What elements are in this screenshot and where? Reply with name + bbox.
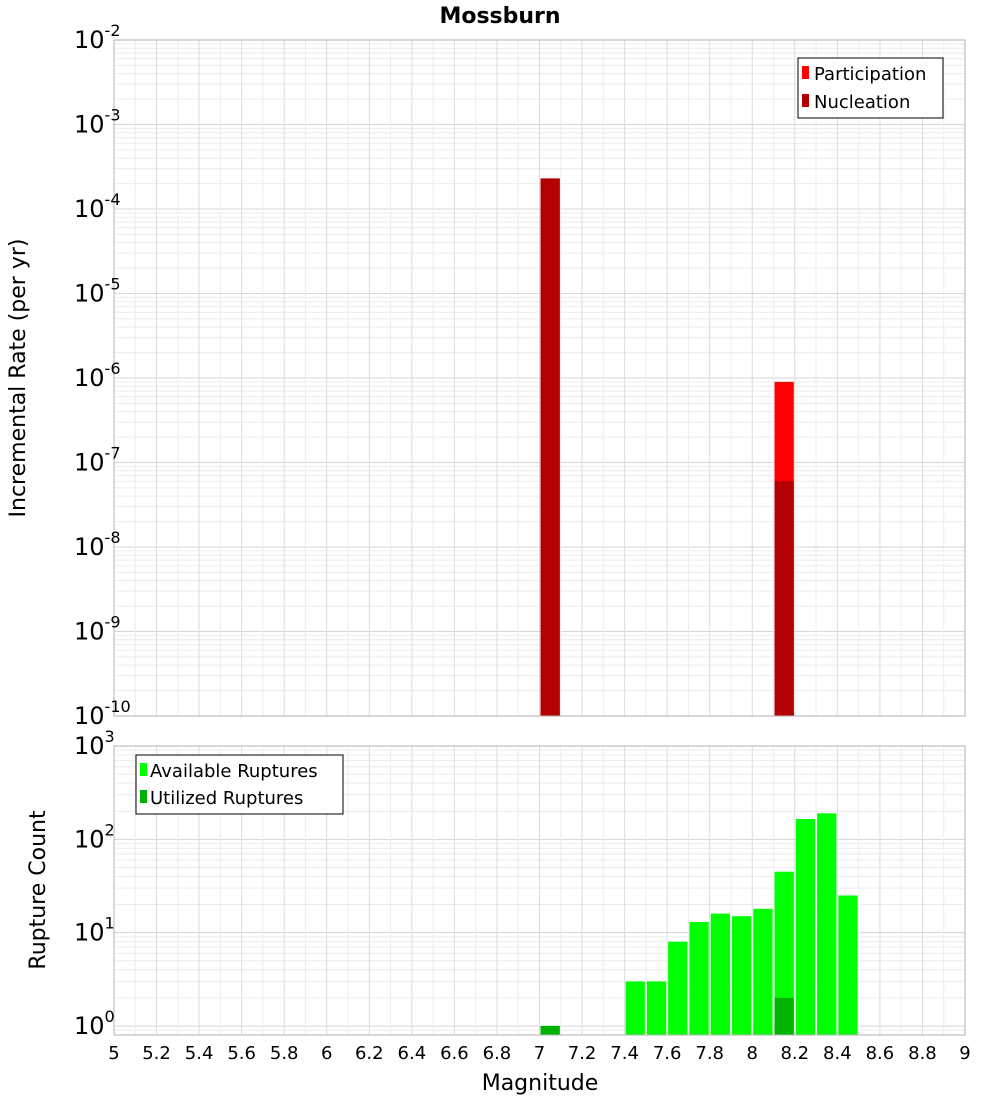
x-tick-label: 8 — [747, 1043, 758, 1064]
legend-swatch-participation — [802, 66, 809, 79]
bottom-bars — [540, 813, 858, 1035]
y-tick-label: 10-5 — [74, 275, 121, 308]
bottom-legend: Available Ruptures Utilized Ruptures — [135, 754, 344, 815]
top-legend: Participation Nucleation — [797, 57, 944, 119]
legend-label-utilized-ruptures: Utilized Ruptures — [150, 788, 303, 809]
bar-available-ruptures — [646, 981, 667, 1035]
x-tick-label: 6.4 — [398, 1043, 427, 1064]
bar-available-ruptures — [838, 895, 858, 1035]
y-tick-label: 100 — [74, 1007, 115, 1040]
y-tick-label: 10-9 — [74, 613, 121, 646]
top-gridlines — [113, 39, 966, 717]
bar-available-ruptures — [817, 813, 837, 1035]
x-tick-label: 5.2 — [142, 1043, 171, 1064]
y-tick-label: 10-10 — [74, 697, 131, 730]
bottom-panel: 100 101 102 103 5 5.2 5.4 5.6 5.8 6 6.2 6.4 6.6 6.8 7… — [26, 727, 971, 1096]
y-tick-label: 10-8 — [74, 528, 121, 561]
bar-available-ruptures — [795, 819, 816, 1035]
x-axis-title: Magnitude — [482, 1071, 599, 1096]
legend-label-nucleation: Nucleation — [814, 92, 910, 113]
bar-available-ruptures — [625, 981, 645, 1035]
x-tick-label: 8.2 — [780, 1043, 809, 1064]
bottom-plot-border — [113, 745, 966, 1036]
bar-available-ruptures — [731, 916, 752, 1035]
top-panel: 10-10 10-9 10-8 10-7 10-6 10-5 10-4 10-3 10-2 In… — [6, 21, 966, 730]
bar-nucleation — [540, 178, 560, 717]
x-tick-label: 5.4 — [185, 1043, 214, 1064]
y-tick-label: 10-7 — [74, 444, 121, 477]
x-tick-label: 7.2 — [568, 1043, 597, 1064]
x-tick-label: 5.8 — [270, 1043, 299, 1064]
bar-utilized-ruptures — [774, 997, 794, 1035]
legend-swatch-nucleation — [802, 94, 809, 107]
y-tick-label: 10-6 — [74, 359, 121, 392]
x-tick-label: 9 — [959, 1043, 970, 1064]
legend-swatch-available-ruptures — [140, 763, 147, 776]
bar-available-ruptures — [753, 908, 773, 1035]
y-tick-label: 10-3 — [74, 106, 121, 139]
x-tick-label: 5 — [108, 1043, 119, 1064]
x-tick-labels: 5 5.2 5.4 5.6 5.8 6 6.2 6.4 6.6 6.8 7 7.2 7.4 7.6 7.8 8… — [108, 1043, 970, 1064]
x-tick-label: 7.4 — [610, 1043, 639, 1064]
legend-swatch-utilized-ruptures — [140, 790, 147, 803]
top-plot-border — [113, 39, 966, 717]
x-tick-label: 6.8 — [483, 1043, 512, 1064]
legend-label-available-ruptures: Available Ruptures — [150, 761, 318, 782]
x-tick-label: 6 — [321, 1043, 332, 1064]
bar-utilized-ruptures — [540, 1025, 560, 1035]
x-tick-label: 7.6 — [653, 1043, 682, 1064]
bar-available-ruptures — [710, 913, 730, 1035]
bar-available-ruptures — [774, 871, 794, 1035]
y-tick-label: 102 — [74, 820, 115, 853]
x-tick-label: 8.8 — [908, 1043, 937, 1064]
y-tick-label: 101 — [74, 914, 115, 947]
y-tick-label: 10-2 — [74, 21, 121, 54]
bottom-y-tick-labels: 100 101 102 103 — [74, 727, 115, 1040]
bottom-y-axis-title: Rupture Count — [26, 810, 51, 970]
y-tick-label: 10-4 — [74, 190, 121, 223]
bar-nucleation — [774, 481, 794, 716]
x-tick-label: 8.4 — [823, 1043, 852, 1064]
x-tick-label: 7 — [534, 1043, 545, 1064]
x-tick-label: 6.2 — [355, 1043, 384, 1064]
top-y-axis-title: Incremental Rate (per yr) — [6, 239, 31, 518]
bottom-legend-box — [135, 754, 344, 815]
legend-label-participation: Participation — [814, 64, 926, 85]
x-tick-label: 8.6 — [866, 1043, 895, 1064]
bar-available-ruptures — [689, 922, 709, 1035]
chart-title: Mossburn — [439, 4, 560, 29]
x-tick-label: 5.6 — [227, 1043, 256, 1064]
x-tick-label: 6.6 — [440, 1043, 469, 1064]
top-y-tick-labels: 10-10 10-9 10-8 10-7 10-6 10-5 10-4 10-3 10-2 — [74, 21, 131, 730]
y-tick-label: 103 — [74, 727, 115, 760]
top-legend-box — [797, 57, 944, 119]
top-bars — [540, 178, 794, 717]
bar-available-ruptures — [668, 941, 688, 1035]
x-tick-label: 7.8 — [695, 1043, 724, 1064]
